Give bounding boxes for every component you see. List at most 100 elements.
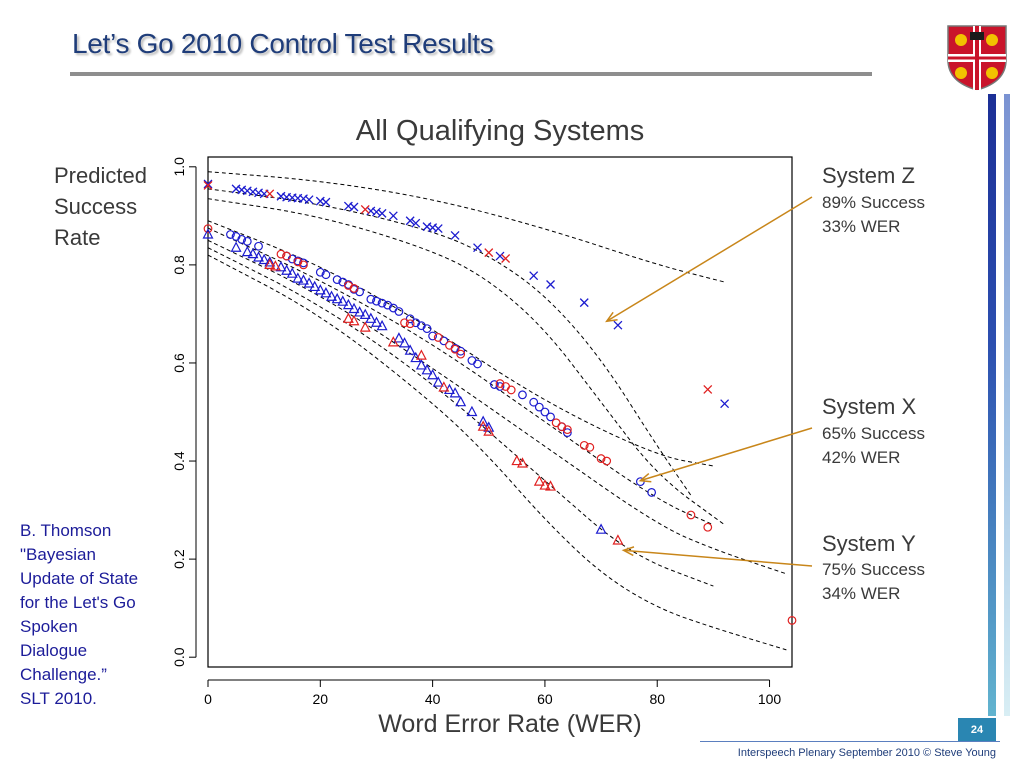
data-point-circle (405, 319, 415, 329)
data-point-triangle (595, 523, 607, 534)
side-accent-bar (988, 94, 996, 716)
data-point-triangle (393, 332, 405, 343)
data-point-triangle (348, 302, 360, 314)
data-point-circle (506, 385, 516, 395)
data-point-triangle (342, 298, 354, 310)
data-point-cross (242, 186, 252, 196)
data-point-cross (299, 194, 308, 204)
x-tick-label: 60 (537, 691, 553, 707)
data-point-cross (450, 231, 460, 240)
data-point-triangle (365, 312, 377, 323)
y-axis-label-line: Success (54, 194, 137, 219)
data-point-circle (647, 488, 657, 497)
data-point-circle (579, 440, 589, 450)
data-point-circle (456, 346, 466, 356)
data-point-circle (372, 296, 381, 306)
data-point-triangle (253, 251, 265, 262)
confidence-curve (207, 247, 714, 587)
data-point-cross (529, 271, 539, 281)
footer-text: Interspeech Plenary September 2010 © Ste… (737, 747, 996, 759)
data-point-circle (473, 359, 482, 369)
confidence-curve (207, 198, 725, 526)
data-point-circle (686, 510, 696, 520)
annotation-title: System Y (822, 531, 916, 556)
x-tick-label: 40 (425, 691, 441, 707)
data-point-triangle (348, 314, 360, 326)
data-point-triangle (359, 321, 371, 332)
annotation-line: 33% WER (822, 217, 900, 236)
annotation-line: 65% Success (822, 424, 925, 443)
data-point-circle (242, 236, 252, 246)
annotation-system-x: System X 65% Success 42% WER (822, 394, 925, 467)
data-point-triangle (292, 272, 304, 283)
data-point-cross (411, 218, 421, 228)
data-point-cross (372, 207, 381, 217)
data-point-triangle (399, 337, 411, 348)
y-tick-label: 1.0 (171, 157, 187, 177)
data-point-triangle (455, 395, 467, 407)
data-point-triangle (230, 241, 242, 252)
data-point-triangle (297, 274, 309, 285)
data-point-triangle (421, 364, 433, 375)
data-point-triangle (466, 405, 478, 417)
reference-line: Challenge.” (20, 665, 107, 684)
data-point-circle (562, 425, 572, 435)
reference-line: Dialogue (20, 641, 88, 660)
data-point-circle (349, 284, 359, 293)
data-point-circle (394, 307, 404, 316)
data-point-cross (473, 243, 482, 253)
data-point-cross (720, 399, 730, 409)
annotation-line: 42% WER (822, 448, 900, 467)
annotation-title: System Z (822, 163, 915, 188)
x-axis-label: Word Error Rate (WER) (378, 710, 641, 738)
data-point-circle (495, 382, 505, 391)
data-point-triangle (545, 480, 557, 491)
data-point-triangle (337, 295, 349, 306)
reference-line: SLT 2010. (20, 689, 97, 708)
annotation-system-y: System Y 75% Success 34% WER (822, 531, 925, 603)
data-point-triangle (477, 420, 489, 431)
data-point-triangle (264, 258, 276, 269)
slide-title: Let’s Go 2010 Control Test Results (72, 28, 494, 59)
reference-line: for the Let's Go (20, 593, 136, 612)
title-divider (70, 72, 872, 76)
data-point-cross (366, 206, 376, 216)
annotation-arrowhead (638, 473, 652, 483)
data-point-triangle (449, 387, 461, 398)
data-point-circle (602, 456, 612, 466)
x-tick-label: 80 (649, 691, 665, 707)
data-point-circle (315, 267, 325, 277)
data-point-triangle (376, 319, 388, 331)
data-point-circle (703, 522, 713, 532)
confidence-curve (207, 188, 692, 496)
data-point-circle (467, 356, 477, 365)
data-point-triangle (269, 260, 281, 271)
x-tick-label: 0 (204, 691, 212, 707)
data-point-triangle (202, 228, 214, 239)
confidence-curve (207, 171, 725, 283)
data-point-circle (450, 344, 460, 354)
data-point-triangle (539, 479, 551, 490)
y-axis-label-line: Predicted (54, 163, 147, 188)
x-tick-label: 20 (313, 691, 329, 707)
data-point-circle (585, 442, 595, 452)
reference-line: Spoken (20, 617, 78, 636)
x-tick-label: 100 (758, 691, 782, 707)
data-point-circle (518, 390, 527, 400)
data-point-cross (388, 211, 398, 221)
y-axis-label-line: Rate (54, 225, 100, 250)
annotation-arrow (606, 196, 813, 322)
y-tick-label: 0.0 (171, 647, 187, 667)
data-point-triangle (438, 381, 450, 392)
data-point-circle (377, 298, 387, 308)
data-point-cross (579, 298, 589, 308)
data-point-cross (343, 201, 353, 211)
data-point-triangle (326, 290, 338, 301)
data-point-triangle (516, 457, 528, 468)
annotation-line: 34% WER (822, 584, 900, 603)
plot-frame (207, 156, 793, 668)
y-tick-label: 0.8 (171, 255, 187, 275)
data-point-cross (495, 251, 505, 261)
annotation-arrowhead (621, 546, 635, 557)
